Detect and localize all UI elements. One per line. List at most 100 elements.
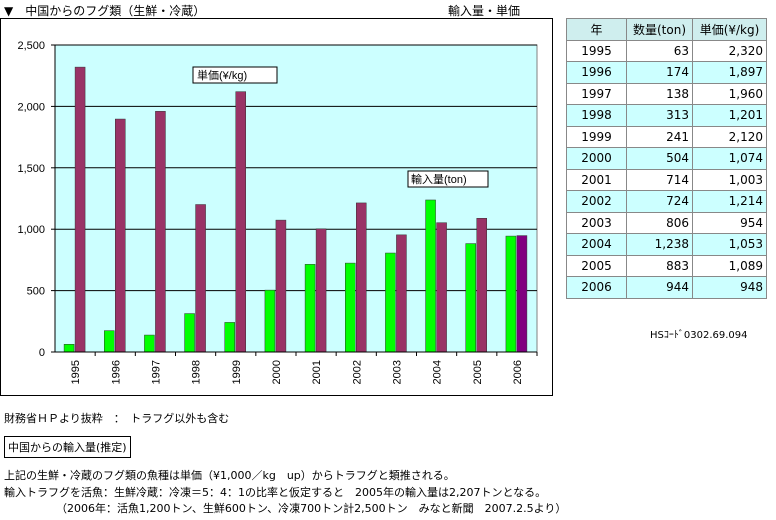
cell-year: 1996	[566, 61, 627, 84]
table-row: 1997 138 1,960	[566, 82, 767, 105]
x-tick-label: 2002	[351, 360, 363, 384]
bar-price	[436, 222, 447, 353]
x-tick-label: 1997	[150, 360, 162, 384]
bar-price	[396, 234, 407, 353]
x-tick-label: 2003	[391, 360, 403, 384]
cell-quantity: 1,238	[626, 233, 693, 256]
y-tick-label: 1,500	[17, 163, 45, 175]
bar-price	[275, 219, 287, 353]
bar-price	[115, 118, 126, 353]
volume-label-box	[407, 170, 489, 188]
bar-volume	[224, 322, 235, 353]
cell-quantity: 883	[626, 254, 693, 277]
cell-price: 1,897	[692, 61, 767, 84]
table-row: 2002 724 1,214	[566, 190, 767, 213]
hs-code: HSｺｰﾄﾞ0302.69.094	[650, 330, 748, 341]
x-tick-label: 1999	[231, 360, 243, 384]
estimate-button[interactable]: 中国からの輸入量(推定)	[4, 436, 131, 458]
bar-price	[195, 204, 206, 353]
cell-year: 2003	[566, 211, 627, 234]
x-tick-label: 2004	[432, 360, 444, 384]
cell-price: 2,120	[692, 125, 767, 148]
header-price: 単価(¥/kg)	[692, 18, 767, 41]
cell-quantity: 714	[626, 168, 693, 191]
cell-year: 2006	[566, 276, 627, 299]
bar-volume	[184, 313, 195, 353]
bar-volume	[104, 330, 115, 353]
cell-price: 948	[692, 276, 767, 299]
table-row: 2000 504 1,074	[566, 147, 767, 170]
y-tick-label: 0	[39, 347, 45, 359]
bar-volume	[505, 235, 517, 353]
table-row: 2003 806 954	[566, 211, 767, 234]
price-label-box	[192, 66, 278, 84]
cell-quantity: 313	[626, 104, 693, 127]
cell-price: 1,089	[692, 254, 767, 277]
header-quantity: 数量(ton)	[626, 18, 693, 41]
bar-price	[476, 218, 487, 353]
cell-year: 2004	[566, 233, 627, 256]
cell-price: 2,320	[692, 39, 767, 62]
table-row: 1998 313 1,201	[566, 104, 767, 127]
cell-year: 1998	[566, 104, 627, 127]
table-row: 1999 241 2,120	[566, 125, 767, 148]
table-row: 2004 1,238 1,053	[566, 233, 767, 256]
x-tick-label: 1998	[191, 360, 203, 384]
cell-year: 2000	[566, 147, 627, 170]
cell-price: 954	[692, 211, 767, 234]
cell-year: 2005	[566, 254, 627, 277]
note-line-1: 上記の生鮮・冷蔵のフグ類の魚種は単価（¥1,000／kg up）からトラフグと類…	[4, 469, 455, 482]
cell-price: 1,074	[692, 147, 767, 170]
chart-title: ▼ 中国からのフグ類（生鮮・冷蔵）	[4, 4, 206, 18]
cell-quantity: 241	[626, 125, 693, 148]
data-table: 年 数量(ton) 単価(¥/kg) 1995 63 2,320 1996 174 1,8…	[566, 18, 767, 299]
table-row: 1995 63 2,320	[566, 39, 767, 62]
bar-price	[315, 228, 327, 353]
y-tick-label: 2,500	[17, 40, 45, 52]
plot-area	[54, 44, 538, 353]
bar-price	[155, 111, 166, 353]
note-line-3: （2006年：活魚1,200トン、生鮮600トン、冷凍700トン計2,500トン…	[56, 502, 567, 515]
cell-year: 1997	[566, 82, 627, 105]
bar-volume	[345, 262, 356, 353]
table-row: 2005 883 1,089	[566, 254, 767, 277]
bar-price	[235, 91, 246, 353]
bar-chart: 0 500 1,000 1,500 2,000 2,500 1995 1996 1997 1998…	[17, 40, 538, 384]
cell-year: 1995	[566, 39, 627, 62]
bar-volume	[425, 199, 436, 353]
x-tick-label: 2005	[472, 360, 484, 384]
cell-quantity: 504	[626, 147, 693, 170]
x-tick-label: 2001	[311, 360, 323, 384]
source-note: 財務省ＨＰより抜粋 ： トラフグ以外も含む	[4, 412, 230, 425]
bar-price	[74, 66, 86, 353]
bar-price	[516, 235, 528, 353]
y-tick-label: 2,000	[17, 101, 45, 113]
cell-price: 1,003	[692, 168, 767, 191]
cell-price: 1,214	[692, 190, 767, 213]
cell-year: 1999	[566, 125, 627, 148]
x-tick-label: 2006	[512, 360, 524, 384]
bar-volume	[304, 264, 316, 353]
y-tick-label: 1,000	[17, 224, 45, 236]
cell-year: 2002	[566, 190, 627, 213]
cell-quantity: 63	[626, 39, 693, 62]
bar-volume	[264, 289, 276, 353]
bar-volume	[144, 334, 155, 353]
table-header-row: 年 数量(ton) 単価(¥/kg)	[566, 18, 767, 41]
price-series-label: 単価(¥/kg)	[197, 68, 247, 82]
table-row: 2006 944 948	[566, 276, 767, 299]
bar-volume	[63, 344, 75, 353]
table-row: 2001 714 1,003	[566, 168, 767, 191]
cell-quantity: 174	[626, 61, 693, 84]
cell-year: 2001	[566, 168, 627, 191]
x-tick-label: 1996	[110, 360, 122, 384]
volume-series-label: 輸入量(ton)	[411, 172, 467, 186]
bar-volume	[465, 243, 476, 353]
x-tick-label: 2000	[271, 360, 283, 384]
table-row: 1996 174 1,897	[566, 61, 767, 84]
cell-quantity: 806	[626, 211, 693, 234]
note-line-2: 輸入トラフグを活魚：生鮮冷蔵：冷凍＝5：4：1の比率と仮定すると 2005年の輸…	[4, 486, 547, 499]
bar-price	[356, 202, 367, 353]
cell-price: 1,053	[692, 233, 767, 256]
x-tick-label: 1995	[70, 360, 82, 384]
